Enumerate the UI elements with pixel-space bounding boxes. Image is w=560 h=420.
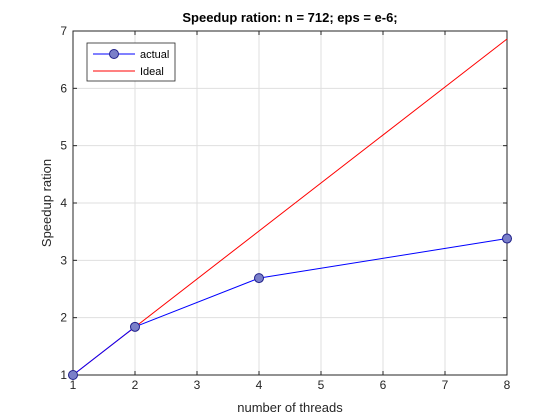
x-tick-label: 7 — [442, 378, 449, 392]
y-axis-label: Speedup ration — [39, 159, 54, 247]
series-actual-point — [254, 273, 264, 284]
x-tick-label: 4 — [256, 378, 263, 392]
y-tick-label: 4 — [60, 196, 67, 210]
series-actual-point — [68, 370, 78, 380]
legend-box — [86, 42, 176, 82]
x-axis-label: number of threads — [237, 400, 343, 415]
legend-actual-marker — [109, 49, 119, 59]
y-tick-label: 2 — [60, 311, 67, 325]
chart-title: Speedup ration: n = 712; eps = e-6; — [182, 10, 397, 25]
series-actual-line — [72, 238, 508, 376]
series-actual-point — [502, 233, 512, 244]
x-tick-label: 2 — [132, 378, 139, 392]
y-tick-label: 1 — [60, 368, 67, 382]
x-tick-label: 6 — [380, 378, 387, 392]
y-tick-label: 3 — [60, 253, 67, 267]
ticks: 1 2 3 4 5 6 7 8 1 2 3 4 5 6 7 — [60, 24, 510, 392]
series-group — [68, 38, 512, 380]
x-tick-label: 8 — [504, 378, 511, 392]
legend-actual-label: actual — [140, 49, 169, 61]
legend-ideal-label: Ideal — [140, 66, 164, 78]
series-actual-point — [130, 321, 140, 332]
x-tick-label: 3 — [194, 378, 201, 392]
y-tick-label: 5 — [60, 139, 67, 153]
x-tick-label: 5 — [318, 378, 325, 392]
x-tick-label: 1 — [70, 378, 77, 392]
legend: actual Ideal — [86, 42, 176, 82]
series-ideal-line — [72, 38, 508, 376]
y-tick-label: 7 — [60, 24, 67, 38]
y-tick-label: 6 — [60, 81, 67, 95]
